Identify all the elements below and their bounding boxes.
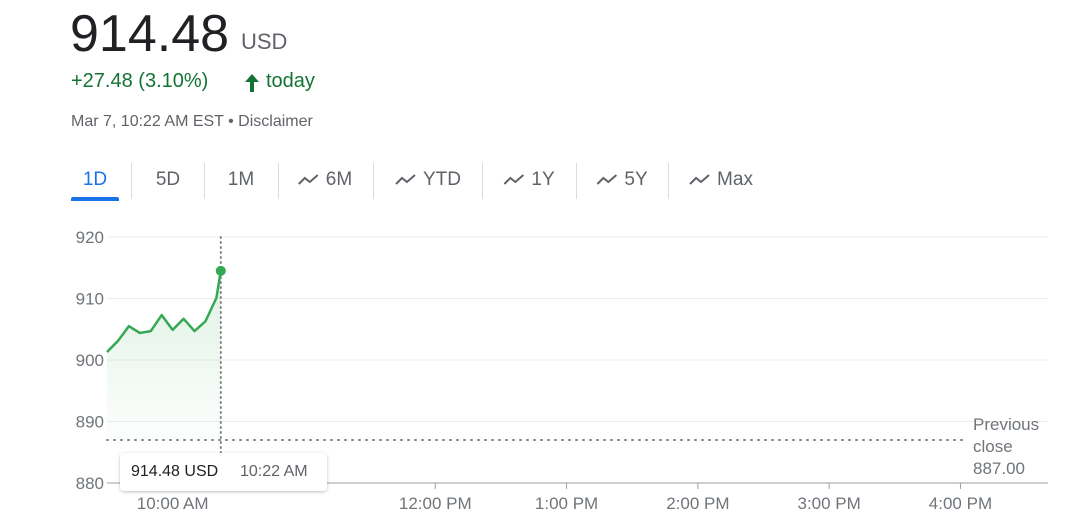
price-line	[106, 270, 223, 353]
tooltip: 914.48 USD 10:22 AM	[120, 453, 327, 491]
tab-label[interactable]: 5D	[155, 169, 181, 190]
currency: USD	[241, 29, 288, 54]
tab-separator	[278, 163, 279, 199]
up-arrow-icon	[245, 74, 259, 92]
y-tick-label: 910	[76, 290, 104, 309]
tab-separator	[204, 163, 205, 199]
range-tab[interactable]: 5D	[156, 169, 180, 191]
previous-close-value: 887.00	[973, 459, 1025, 478]
range-tab[interactable]: 1M	[228, 169, 254, 191]
price: 914.48	[70, 5, 230, 63]
tab-separator	[373, 163, 374, 199]
tab-label[interactable]: 1Y	[531, 169, 555, 190]
x-tick-label: 2:00 PM	[666, 494, 729, 513]
trend-icon	[298, 174, 319, 185]
range-tab[interactable]: 1Y	[503, 169, 555, 191]
x-tick-label: 12:00 PM	[399, 494, 472, 513]
x-tick-label: 1:00 PM	[535, 494, 598, 513]
previous-close-box: Previous close 887.00	[973, 414, 1053, 480]
y-tick-label: 890	[76, 413, 104, 432]
trend-icon	[503, 174, 525, 185]
range-tab[interactable]: 5Y	[596, 169, 648, 191]
trend-icon	[596, 174, 618, 185]
tab-label[interactable]: 1M	[227, 169, 255, 190]
y-tick-label: 880	[76, 474, 104, 493]
y-tick-label: 900	[76, 351, 104, 370]
tooltip-value: 914.48 USD	[131, 463, 218, 480]
x-tick-label: 10:00 AM	[137, 494, 209, 513]
x-tick-label: 3:00 PM	[798, 494, 861, 513]
timestamp-line: Mar 7, 10:22 AM EST • Disclaimer	[71, 113, 313, 130]
tab-separator	[482, 163, 483, 199]
tab-label[interactable]: YTD	[423, 169, 461, 190]
tab-label[interactable]: 6M	[325, 169, 353, 190]
price-change: +27.48 (3.10%)	[71, 70, 209, 92]
tab-separator	[668, 163, 669, 199]
range-tab[interactable]: YTD	[395, 169, 461, 191]
trend-icon	[395, 174, 416, 185]
tab-separator	[131, 163, 132, 199]
previous-close-label: Previous close	[973, 415, 1040, 456]
tooltip-box	[120, 453, 327, 491]
tooltip-time: 10:22 AM	[240, 463, 308, 480]
tab-label[interactable]: 5Y	[624, 169, 648, 190]
current-point	[215, 265, 226, 276]
selected-underline	[71, 197, 119, 201]
tab-separator	[576, 163, 577, 199]
y-tick-label: 920	[76, 228, 104, 247]
tab-label[interactable]: Max	[717, 169, 753, 190]
x-tick-label: 4:00 PM	[929, 494, 992, 513]
tab-label[interactable]: 1D	[82, 169, 108, 190]
range-tab[interactable]: 1D	[83, 169, 107, 191]
area-fill	[107, 270, 221, 453]
change-period: today	[266, 70, 315, 92]
timestamp: Mar 7, 10:22 AM EST	[71, 113, 224, 130]
disclaimer-link[interactable]: Disclaimer	[238, 113, 313, 130]
range-tab[interactable]: Max	[689, 169, 753, 191]
trend-icon	[689, 174, 710, 185]
range-tab[interactable]: 6M	[298, 169, 352, 191]
